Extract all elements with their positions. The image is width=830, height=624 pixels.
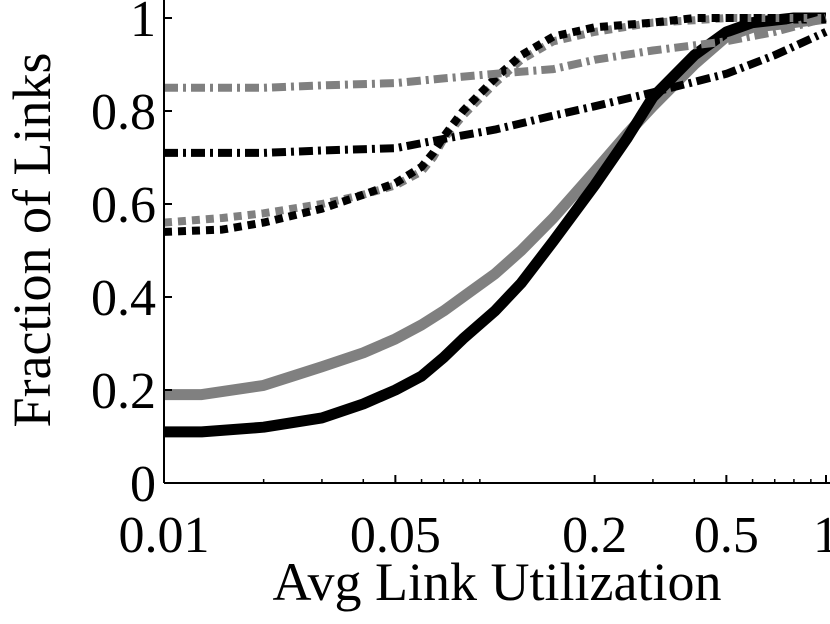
y-tick-label: 0.8 xyxy=(91,84,156,141)
y-tick-label: 0.6 xyxy=(91,177,156,234)
series-line-5 xyxy=(164,28,828,157)
series-line-1 xyxy=(164,12,826,438)
x-tick-label: 0.5 xyxy=(694,507,759,564)
y-tick-label: 1 xyxy=(130,0,156,48)
series-line-4 xyxy=(164,14,828,92)
x-axis-title: Avg Link Utilization xyxy=(273,552,722,612)
y-tick-label: 0.2 xyxy=(91,363,156,420)
x-tick-label: 0.2 xyxy=(562,507,627,564)
y-tick-label: 0 xyxy=(130,456,156,513)
y-tick-label: 0.4 xyxy=(91,270,156,327)
x-tick-label: 1 xyxy=(813,507,830,564)
series-line-3 xyxy=(163,14,826,236)
y-axis-title: Fraction of Links xyxy=(2,53,62,428)
x-tick-label: 0.05 xyxy=(350,507,441,564)
tick-layer: 0 0.2 0.4 0.6 0.8 1 0.01 0.05 0.2 0.5 1 xyxy=(91,0,830,564)
series-line-2 xyxy=(163,14,826,227)
series-layer xyxy=(163,12,828,438)
x-tick-label: 0.01 xyxy=(119,507,210,564)
